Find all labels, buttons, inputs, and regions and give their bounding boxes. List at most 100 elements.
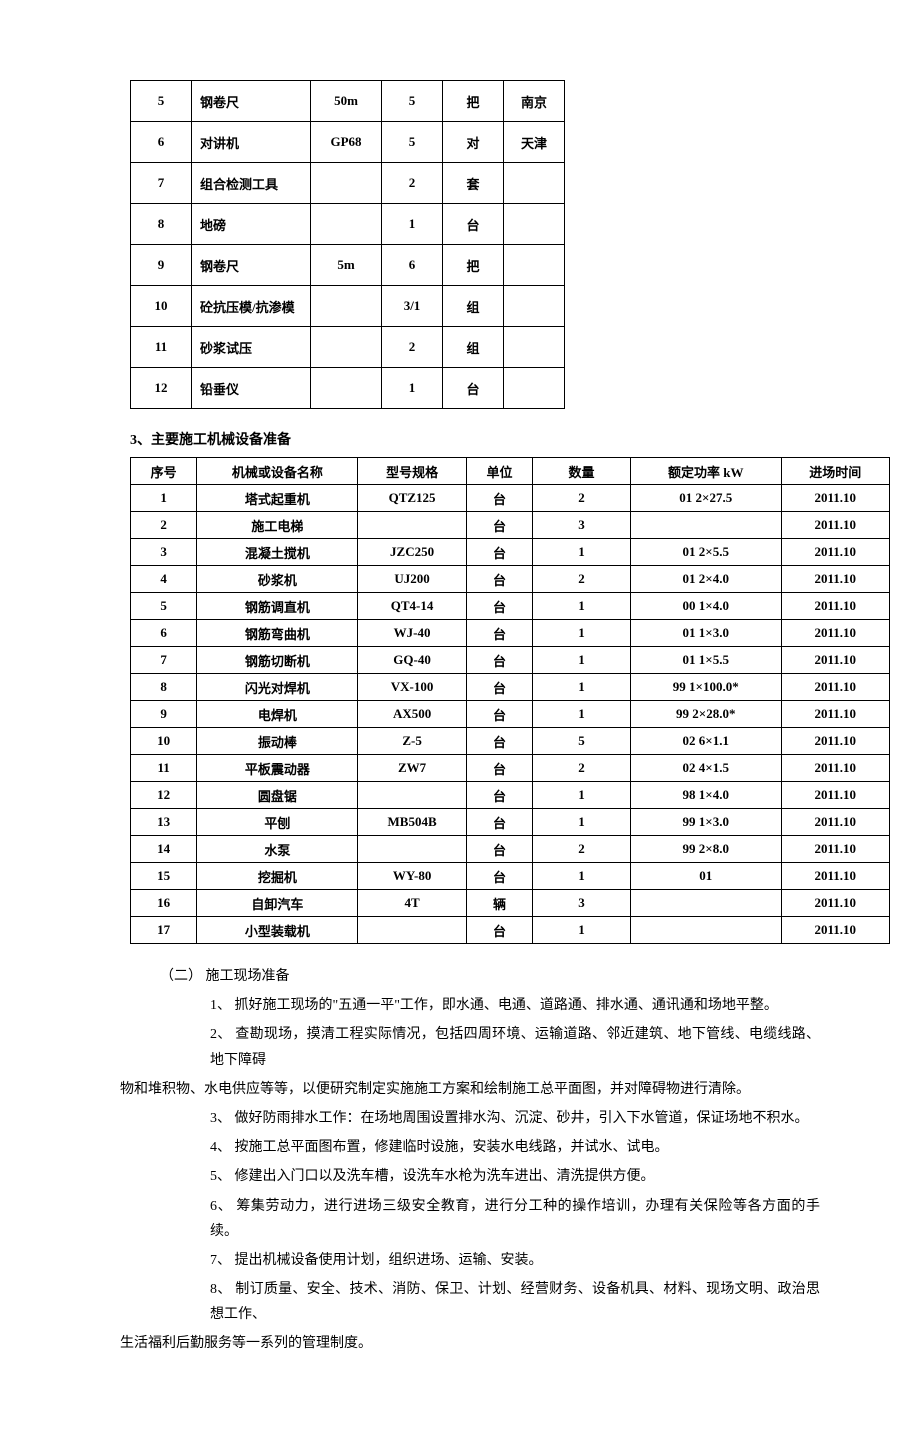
table-row: 2施工电梯台32011.10 (131, 512, 890, 539)
cell-name: 水泵 (197, 836, 358, 863)
cell-name: 对讲机 (192, 122, 311, 163)
cell-qty: 2 (382, 327, 443, 368)
cell-unit: 台 (466, 917, 532, 944)
cell-name: 砼抗压模/抗渗模 (192, 286, 311, 327)
cell-name: 铅垂仪 (192, 368, 311, 409)
table-row: 8闪光对焊机VX-100台199 1×100.0*2011.10 (131, 674, 890, 701)
cell-spec (358, 917, 466, 944)
th-qty: 数量 (533, 458, 631, 485)
table-row: 14水泵台299 2×8.02011.10 (131, 836, 890, 863)
cell-time: 2011.10 (781, 728, 889, 755)
cell-qty: 1 (533, 674, 631, 701)
cell-seq: 17 (131, 917, 197, 944)
table-row: 9钢卷尺5m6把 (131, 245, 565, 286)
cell-seq: 1 (131, 485, 197, 512)
cell-name: 钢筋切断机 (197, 647, 358, 674)
cell-seq: 15 (131, 863, 197, 890)
cell-qty: 1 (533, 782, 631, 809)
cell-seq: 7 (131, 647, 197, 674)
cell-power: 02 6×1.1 (631, 728, 782, 755)
table-row: 6钢筋弯曲机WJ-40台101 1×3.02011.10 (131, 620, 890, 647)
cell-qty: 1 (382, 204, 443, 245)
table-row: 10砼抗压模/抗渗模3/1组 (131, 286, 565, 327)
cell-unit: 台 (466, 485, 532, 512)
cell-seq: 2 (131, 512, 197, 539)
para-2a: 2、 查勘现场，摸清工程实际情况，包括四周环境、运输道路、邻近建筑、地下管线、电… (210, 1022, 820, 1072)
cell-unit: 台 (466, 701, 532, 728)
cell-loc: 天津 (504, 122, 565, 163)
para-2b: 物和堆积物、水电供应等等，以便研究制定实施施工方案和绘制施工总平面图，并对障碍物… (120, 1077, 820, 1102)
cell-qty: 1 (533, 647, 631, 674)
cell-loc: 南京 (504, 81, 565, 122)
cell-seq: 5 (131, 81, 192, 122)
table-row: 4砂浆机UJ200台201 2×4.02011.10 (131, 566, 890, 593)
cell-qty: 1 (533, 809, 631, 836)
cell-unit: 辆 (466, 890, 532, 917)
cell-unit: 台 (466, 512, 532, 539)
cell-time: 2011.10 (781, 620, 889, 647)
cell-unit: 台 (466, 539, 532, 566)
cell-seq: 6 (131, 620, 197, 647)
cell-seq: 4 (131, 566, 197, 593)
cell-name: 平板震动器 (197, 755, 358, 782)
cell-unit: 台 (466, 674, 532, 701)
table-row: 7组合检测工具2套 (131, 163, 565, 204)
th-unit: 单位 (466, 458, 532, 485)
cell-qty: 1 (533, 917, 631, 944)
table-row: 15挖掘机WY-80台1012011.10 (131, 863, 890, 890)
cell-seq: 10 (131, 286, 192, 327)
cell-qty: 6 (382, 245, 443, 286)
cell-seq: 16 (131, 890, 197, 917)
cell-power (631, 917, 782, 944)
cell-power (631, 890, 782, 917)
table-row: 17小型装载机台12011.10 (131, 917, 890, 944)
cell-name: 圆盘锯 (197, 782, 358, 809)
cell-time: 2011.10 (781, 674, 889, 701)
th-power: 额定功率 kW (631, 458, 782, 485)
cell-unit: 套 (443, 163, 504, 204)
cell-qty: 1 (533, 701, 631, 728)
cell-spec (311, 286, 382, 327)
cell-power: 99 2×8.0 (631, 836, 782, 863)
cell-qty: 1 (533, 620, 631, 647)
para-8a: 8、 制订质量、安全、技术、消防、保卫、计划、经营财务、设备机具、材料、现场文明… (210, 1277, 820, 1327)
cell-time: 2011.10 (781, 863, 889, 890)
table-row: 16自卸汽车4T辆32011.10 (131, 890, 890, 917)
cell-seq: 3 (131, 539, 197, 566)
cell-spec: Z-5 (358, 728, 466, 755)
cell-time: 2011.10 (781, 647, 889, 674)
cell-unit: 对 (443, 122, 504, 163)
cell-name: 组合检测工具 (192, 163, 311, 204)
cell-qty: 1 (533, 863, 631, 890)
cell-power: 98 1×4.0 (631, 782, 782, 809)
cell-name: 塔式起重机 (197, 485, 358, 512)
cell-name: 混凝土搅机 (197, 539, 358, 566)
cell-spec: VX-100 (358, 674, 466, 701)
cell-name: 闪光对焊机 (197, 674, 358, 701)
cell-unit: 组 (443, 286, 504, 327)
cell-time: 2011.10 (781, 512, 889, 539)
cell-name: 砂浆试压 (192, 327, 311, 368)
table-row: 12圆盘锯台198 1×4.02011.10 (131, 782, 890, 809)
cell-seq: 7 (131, 163, 192, 204)
cell-unit: 台 (466, 755, 532, 782)
cell-spec: JZC250 (358, 539, 466, 566)
table-row: 8地磅1台 (131, 204, 565, 245)
cell-loc (504, 286, 565, 327)
cell-name: 地磅 (192, 204, 311, 245)
cell-unit: 台 (466, 863, 532, 890)
cell-time: 2011.10 (781, 809, 889, 836)
cell-name: 平刨 (197, 809, 358, 836)
cell-spec: 4T (358, 890, 466, 917)
cell-spec: ZW7 (358, 755, 466, 782)
cell-spec: QTZ125 (358, 485, 466, 512)
cell-power: 99 1×3.0 (631, 809, 782, 836)
cell-spec (311, 327, 382, 368)
cell-name: 施工电梯 (197, 512, 358, 539)
para-5: 5、 修建出入门口以及洗车槽，设洗车水枪为洗车进出、清洗提供方便。 (210, 1164, 820, 1189)
cell-qty: 1 (382, 368, 443, 409)
cell-qty: 1 (533, 539, 631, 566)
cell-time: 2011.10 (781, 485, 889, 512)
cell-loc (504, 245, 565, 286)
cell-unit: 台 (466, 647, 532, 674)
